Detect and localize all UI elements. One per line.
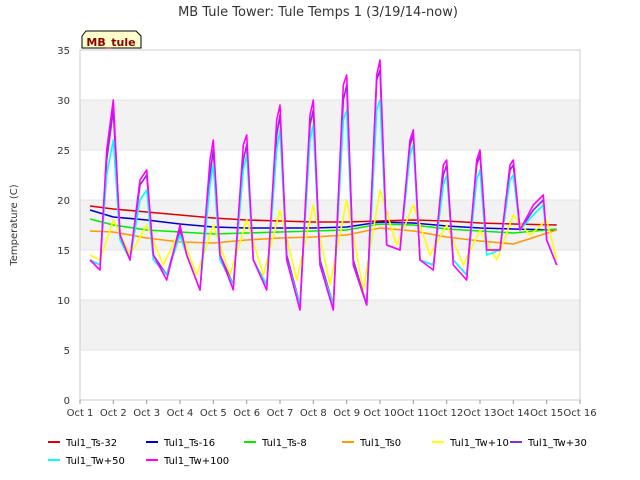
y-tick-label: 35 [57, 46, 70, 57]
y-tick-label: 20 [57, 196, 70, 207]
y-tick-label: 0 [64, 396, 70, 407]
grid-band [80, 200, 580, 250]
grid-band [80, 300, 580, 350]
legend: Tul1_Ts-32 Tul1_Ts-16 Tul1_Ts-8 Tul1_Ts0 Tul… [48, 438, 587, 467]
chart-title: MB Tule Tower: Tule Temps 1 (3/19/14-now… [178, 5, 458, 20]
x-tick-label: Oct 2 [100, 408, 127, 419]
y-tick-label: 15 [57, 246, 70, 257]
x-tick-label: Oct 3 [133, 408, 160, 419]
y-tick-label: 30 [57, 96, 70, 107]
series-line-tul1-tw-10 [89, 189, 558, 291]
x-tick-label: Oct 7 [267, 408, 294, 419]
legend-label: Tul1_Tw+50 [65, 456, 125, 467]
x-tick-label: Oct 15 [530, 408, 563, 419]
x-tick-label: Oct 16 [563, 408, 596, 419]
x-tick-label: Oct 12 [430, 408, 463, 419]
x-tick-label: Oct 8 [300, 408, 327, 419]
y-tick-label: 25 [57, 146, 70, 157]
plot-frame [79, 49, 581, 401]
y-tick-label: 10 [57, 296, 70, 307]
x-tick-label: Oct 1 [67, 408, 94, 419]
legend-label: Tul1_Ts-32 [65, 438, 117, 449]
legend-label: Tul1_Tw+10 [449, 438, 509, 449]
series-line-tul1-ts-16 [89, 209, 557, 231]
series-line-tul1-tw-100 [89, 59, 558, 311]
x-tick-label: Oct 10 [363, 408, 396, 419]
station-badge-label: MB_tule [86, 36, 135, 49]
grid-band [80, 100, 580, 150]
y-tick-label: 5 [64, 346, 70, 357]
x-tick-label: Oct 6 [233, 408, 260, 419]
station-badge-box [81, 30, 142, 49]
series-line-tul1-ts-8 [89, 218, 557, 235]
x-axis-ticks: Oct 1 Oct 2 Oct 3 Oct 4 Oct 5 Oct 6 Oct 7 Oct 8… [67, 400, 597, 419]
x-tick-label: Oct 9 [333, 408, 360, 419]
grid-bands [80, 100, 580, 350]
x-tick-label: Oct 11 [397, 408, 430, 419]
y-axis-label: Temperature (C) [9, 184, 20, 266]
series-line-tul1-ts-32 [89, 205, 557, 226]
legend-label: Tul1_Tw+100 [163, 456, 229, 467]
station-badge: MB_tule [81, 30, 142, 49]
legend-label: Tul1_Ts-16 [163, 438, 215, 449]
series-line-tul1-ts0 [89, 227, 557, 245]
y-axis-ticks: 0 5 10 15 20 25 30 35 [57, 46, 70, 407]
x-tick-label: Oct 5 [200, 408, 227, 419]
x-tick-label: Oct 4 [167, 408, 194, 419]
legend-label: Tul1_Ts0 [359, 438, 401, 449]
x-tick-label: Oct 14 [497, 408, 530, 419]
legend-label: Tul1_Tw+30 [527, 438, 587, 449]
legend-label: Tul1_Ts-8 [261, 438, 307, 449]
series-lines [89, 59, 558, 311]
x-tick-label: Oct 13 [463, 408, 496, 419]
